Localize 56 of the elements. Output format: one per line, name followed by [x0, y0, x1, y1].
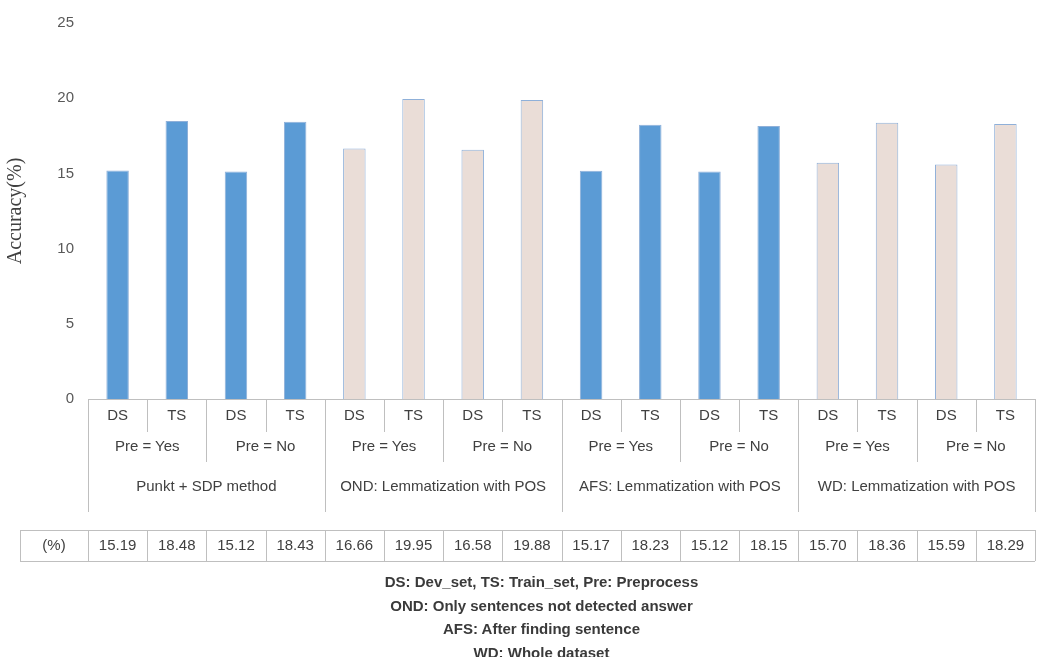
text: Pre = Yes	[825, 437, 890, 455]
data-label: 18.15	[749, 535, 788, 553]
text: Pre = No	[235, 437, 296, 455]
text: (%)	[42, 535, 66, 553]
data-label: 19.95	[394, 535, 433, 553]
data-label: 18.43	[276, 535, 314, 553]
data-label: 18.29	[986, 535, 1025, 553]
text: WD: Lemmatization with POS	[817, 477, 1016, 495]
text: OND: Lemmatization with POS	[340, 477, 547, 495]
data-label: 18.48	[158, 535, 196, 553]
x-tick-label: TS	[285, 405, 305, 423]
data-label: 15.19	[98, 535, 137, 553]
x-tick-label: TS	[522, 405, 542, 423]
y-axis-title: Accuracy(%)	[3, 157, 27, 265]
x-tick-label: TS	[403, 405, 424, 423]
data-label: 18.23	[631, 535, 670, 553]
data-label: 15.70	[809, 535, 847, 553]
data-label: 19.88	[513, 535, 551, 553]
text: Pre = No	[946, 437, 1006, 455]
text: Punkt + SDP method	[136, 477, 277, 495]
text: WD: Whole dataset	[473, 643, 610, 657]
x-tick-label: DS	[699, 405, 720, 423]
x-tick-label: TS	[640, 405, 660, 423]
y-tick-label: 15	[57, 163, 74, 181]
text: Pre = Yes	[588, 437, 654, 455]
y-tick-label: 10	[57, 238, 74, 256]
text: AFS: Lemmatization with POS	[579, 477, 781, 495]
x-tick-label: TS	[877, 405, 897, 423]
text: Pre = No	[472, 437, 533, 455]
x-tick-label: DS	[817, 405, 839, 423]
y-tick-label: 25	[57, 13, 74, 31]
x-tick-label: DS	[225, 405, 247, 423]
x-tick-label: DS	[580, 405, 602, 423]
text: OND: Only sentences not detected answer	[390, 596, 693, 614]
x-tick-label: DS	[462, 405, 484, 423]
data-label: 15.59	[927, 535, 965, 553]
x-tick-label: DS	[343, 405, 365, 423]
x-tick-label: TS	[167, 405, 187, 423]
text: AFS: After finding sentence	[443, 620, 640, 638]
data-label: 15.12	[217, 535, 255, 553]
x-tick-label: DS	[107, 405, 129, 423]
data-label: 16.66	[335, 535, 374, 553]
data-label: 18.36	[868, 535, 906, 553]
data-label: 15.17	[572, 535, 610, 553]
text: Pre = No	[709, 437, 769, 455]
text: Pre = Yes	[114, 437, 180, 455]
x-tick-label: TS	[995, 405, 1015, 423]
text: DS: Dev_set, TS: Train_set, Pre: Preprocess	[384, 573, 699, 591]
x-tick-label: DS	[935, 405, 957, 423]
y-tick-label: 20	[57, 88, 74, 106]
x-tick-label: TS	[759, 405, 779, 423]
text: Pre = Yes	[351, 437, 417, 455]
data-label: 16.58	[453, 535, 492, 553]
y-tick-label: 5	[65, 313, 74, 331]
data-label: 15.12	[690, 535, 729, 553]
y-tick-label: 0	[65, 389, 74, 407]
